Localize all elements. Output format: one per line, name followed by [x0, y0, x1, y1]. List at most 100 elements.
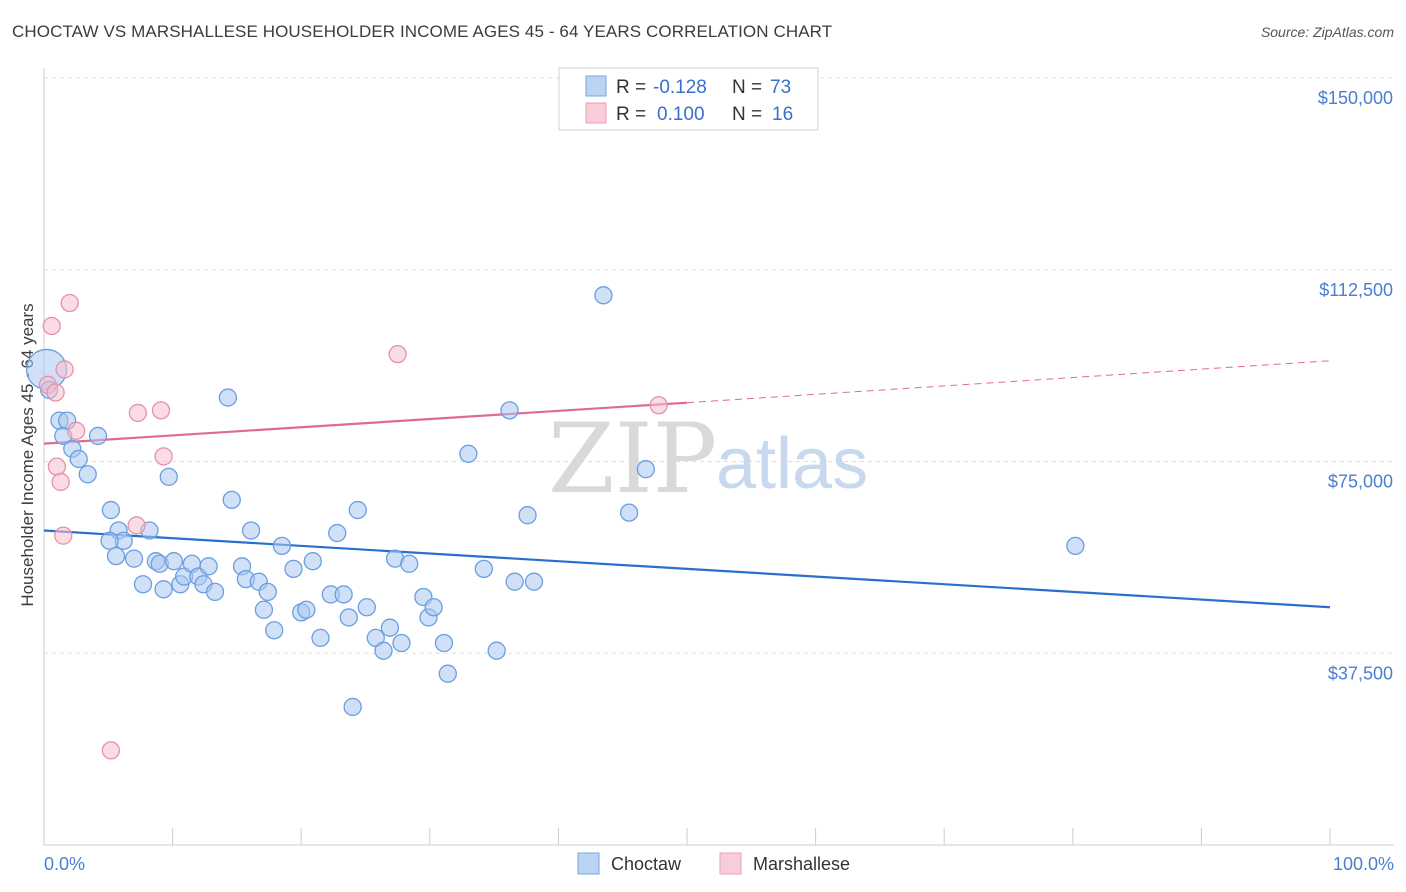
choctaw-point-39	[284, 559, 303, 579]
bottom-legend-swatch-choctaw	[577, 852, 600, 875]
choctaw-point-8	[88, 426, 108, 446]
chart-title: CHOCTAW VS MARSHALLESE HOUSEHOLDER INCOM…	[12, 22, 833, 41]
choctaw-point-60	[434, 633, 454, 653]
axes	[43, 68, 1394, 846]
bottom-legend-swatch-marshallese	[719, 852, 742, 875]
choctaw-point-66	[505, 572, 524, 591]
trendline-marshallese-extrapolated	[686, 360, 1331, 404]
choctaw-point-35	[254, 600, 274, 619]
y-tick-label-3: $37,500	[1328, 663, 1393, 683]
choctaw-point-14	[124, 549, 144, 568]
choctaw-point-29	[218, 388, 238, 407]
choctaw-point-52	[374, 641, 393, 660]
marshallese-point-11	[151, 401, 171, 420]
choctaw-point-59	[424, 598, 443, 617]
choctaw-point-63	[474, 559, 493, 579]
choctaw-point-71	[636, 460, 655, 479]
marshallese-point-4	[51, 472, 70, 492]
choctaw-point-38	[272, 536, 292, 556]
choctaw-point-20	[159, 467, 178, 486]
choctaw-point-28	[205, 582, 225, 602]
choctaw-point-37	[265, 621, 284, 640]
marshallese-point-13	[101, 741, 121, 760]
marshallese-point-2	[46, 383, 65, 402]
choctaw-point-13	[106, 546, 126, 566]
choctaw-point-55	[392, 633, 411, 653]
y-tick-label-0: $150,000	[1318, 88, 1393, 108]
choctaw-point-19	[154, 580, 173, 599]
legend: R = -0.128 N = 73 R = 0.100 N = 16	[558, 67, 819, 131]
chart-source: Source: ZipAtlas.com	[1260, 24, 1394, 40]
choctaw-point-45	[328, 523, 347, 543]
choctaw-point-27	[199, 557, 218, 576]
choctaw-point-70	[619, 503, 639, 522]
choctaw-point-36	[258, 582, 277, 602]
legend-swatch-choctaw	[585, 75, 607, 97]
choctaw-point-50	[357, 598, 376, 617]
y-tick-labels: $150,000 $112,500 $75,000 $37,500	[1318, 88, 1393, 683]
choctaw-point-47	[339, 608, 358, 627]
watermark-atlas: atlas	[716, 424, 868, 504]
x-tick-label-100: 100.0%	[1333, 854, 1394, 874]
marshallese-point-9	[127, 516, 146, 535]
choctaw-point-69	[594, 286, 613, 305]
choctaw-point-62	[459, 444, 478, 463]
choctaw-point-41	[297, 600, 316, 619]
choctaw-point-48	[343, 697, 362, 717]
legend-r-label-choctaw: R =	[616, 77, 646, 98]
trendlines	[43, 360, 1331, 609]
legend-r-value-marshallese: 0.100	[657, 104, 705, 125]
x-tick-label-0: 0.0%	[44, 854, 85, 874]
legend-r-label-marshallese: R =	[616, 104, 646, 125]
y-tick-label-2: $75,000	[1328, 472, 1393, 492]
choctaw-point-9	[101, 500, 121, 520]
marshallese-point-5	[54, 526, 73, 545]
choctaw-point-43	[311, 628, 330, 648]
bottom-legend-label-choctaw: Choctaw	[611, 854, 682, 874]
choctaw-point-46	[334, 585, 353, 604]
watermark: ZIP atlas	[548, 403, 868, 515]
y-axis-label: Householder Income Ages 45 - 64 years	[18, 303, 37, 606]
bottom-legend: Choctaw Marshallese	[577, 852, 850, 875]
legend-n-label-marshallese: N =	[732, 104, 762, 125]
choctaw-point-53	[380, 618, 400, 637]
choctaw-point-21	[164, 552, 184, 571]
choctaw-point-7	[78, 465, 97, 484]
choctaw-point-61	[438, 664, 457, 683]
y-tick-label-1: $112,500	[1319, 280, 1393, 300]
choctaw-point-6	[69, 449, 88, 469]
choctaw-point-30	[222, 490, 241, 510]
bottom-legend-label-marshallese: Marshallese	[753, 854, 850, 874]
marshallese-point-10	[128, 403, 148, 423]
marshallese-point-3	[47, 457, 67, 476]
choctaw-point-72	[1066, 536, 1085, 556]
choctaw-point-12	[100, 531, 119, 550]
trendline-choctaw	[43, 529, 1331, 609]
choctaw-point-65	[500, 401, 519, 420]
marshallese-point-7	[60, 293, 79, 313]
marshallese-point-12	[154, 447, 173, 466]
choctaw-point-56	[400, 554, 419, 573]
choctaw-point-33	[241, 521, 261, 540]
choctaw-point-42	[303, 552, 322, 571]
marshallese-point-15	[649, 396, 668, 415]
choctaw-point-15	[133, 575, 153, 594]
choctaw-point-64	[487, 641, 506, 660]
choctaw-point-68	[524, 572, 544, 591]
data-points	[25, 286, 1085, 760]
choctaw-point-67	[518, 506, 537, 525]
marshallese-point-14	[388, 344, 407, 364]
legend-r-value-choctaw: -0.128	[653, 77, 707, 98]
marshallese-point-1	[42, 316, 61, 336]
trendline-marshallese	[43, 401, 688, 445]
choctaw-point-49	[348, 500, 367, 520]
legend-swatch-marshallese	[585, 102, 607, 124]
legend-n-label-choctaw: N =	[732, 77, 762, 98]
legend-n-value-choctaw: 73	[770, 77, 791, 98]
legend-n-value-marshallese: 16	[772, 104, 793, 125]
x-tick-marks	[43, 828, 1331, 845]
watermark-zip: ZIP	[548, 403, 717, 515]
marshallese-point-6	[55, 360, 74, 379]
marshallese-point-8	[67, 421, 86, 440]
